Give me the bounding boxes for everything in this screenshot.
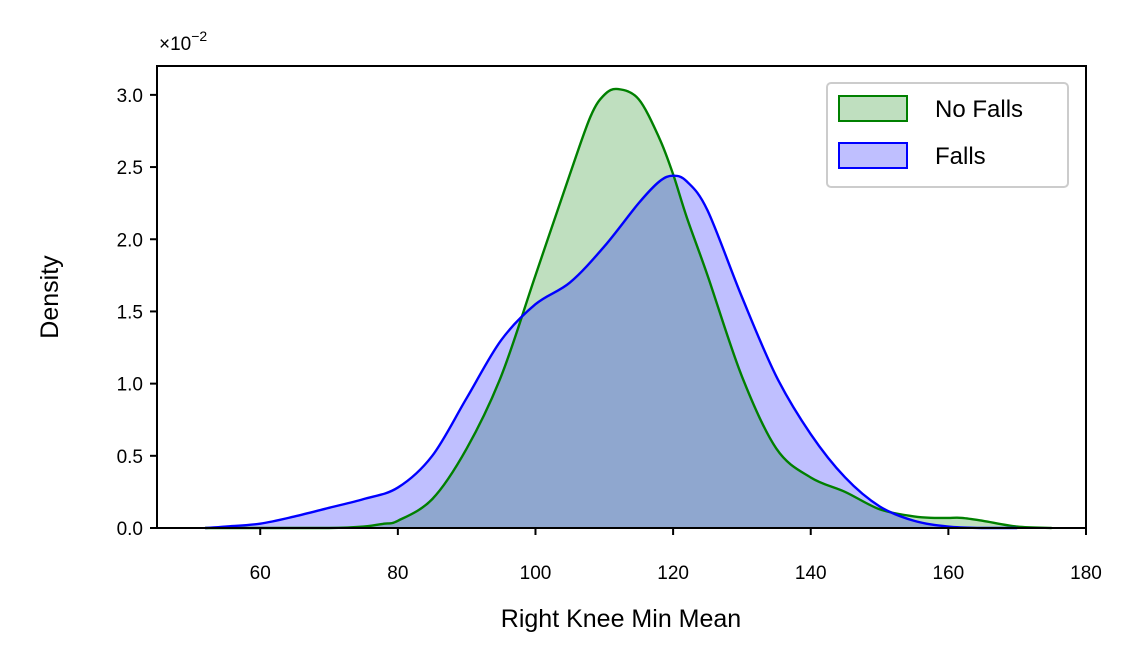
y-tick-label: 2.0 [117, 230, 143, 251]
x-axis-title: Right Knee Min Mean [501, 605, 741, 633]
plot-frame [156, 65, 1087, 529]
series-line-falls [205, 174, 1018, 530]
y-tick-label: 0.0 [117, 519, 143, 540]
y-tick-label: 1.0 [117, 375, 143, 396]
legend-label-no-falls: No Falls [935, 96, 1023, 123]
y-axis-title: Density [36, 255, 64, 339]
x-tick-label: 160 [933, 563, 965, 584]
x-tick-label: 100 [520, 563, 552, 584]
x-axis: 60 80 100 120 140 160 180 [250, 528, 1102, 584]
y-tick-label: 1.5 [117, 302, 143, 323]
area-fill-no-falls [205, 88, 1052, 529]
legend-swatch-falls [838, 142, 908, 169]
x-tick-label: 180 [1070, 563, 1102, 584]
x-tick-label: 60 [250, 563, 271, 584]
y-tick-label: 0.5 [117, 447, 143, 468]
y-axis: 0.0 0.5 1.0 1.5 2.0 2.5 3.0 [117, 86, 157, 540]
legend-label-falls: Falls [935, 143, 986, 170]
legend: No Falls Falls [826, 82, 1069, 188]
y-offset-base: ×10 [159, 34, 191, 55]
y-tick-label: 2.5 [117, 158, 143, 179]
legend-swatch-no-falls [838, 95, 908, 122]
series-line-no-falls [205, 87, 1052, 530]
y-offset-exponent: −2 [191, 28, 207, 44]
y-offset-label: ×10−2 [159, 28, 207, 55]
legend-box [826, 82, 1069, 188]
x-tick-label: 80 [387, 563, 408, 584]
series-area-layer [205, 87, 1052, 530]
x-tick-label: 120 [657, 563, 689, 584]
y-tick-label: 3.0 [117, 86, 143, 107]
x-tick-label: 140 [795, 563, 827, 584]
